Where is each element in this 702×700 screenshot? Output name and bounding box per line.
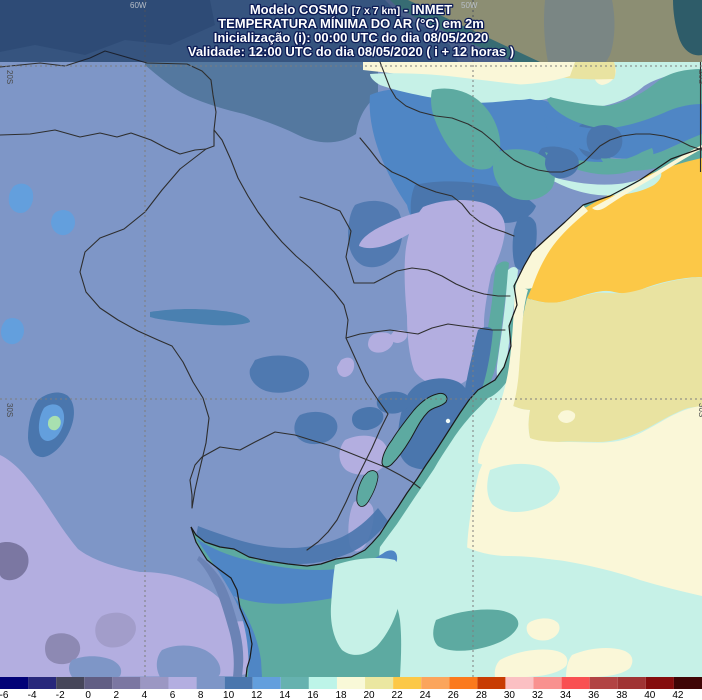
svg-text:42: 42: [672, 690, 684, 700]
svg-text:-6: -6: [0, 690, 9, 700]
svg-text:-2: -2: [56, 690, 65, 700]
svg-text:32: 32: [532, 690, 544, 700]
svg-text:10: 10: [223, 690, 235, 700]
svg-text:2: 2: [114, 690, 120, 700]
svg-text:6: 6: [170, 690, 176, 700]
svg-text:Modelo COSMO [7 x 7 km] - INME: Modelo COSMO [7 x 7 km] - INMET: [250, 2, 452, 17]
svg-text:30: 30: [504, 690, 516, 700]
svg-text:18: 18: [335, 690, 347, 700]
svg-text:22: 22: [392, 690, 404, 700]
svg-text:Validade: 12:00 UTC do dia 08/: Validade: 12:00 UTC do dia 08/05/2020 ( …: [188, 44, 514, 59]
svg-text:4: 4: [142, 690, 148, 700]
svg-text:-4: -4: [28, 690, 37, 700]
svg-text:20S: 20S: [5, 70, 14, 84]
svg-text:30S: 30S: [5, 403, 14, 417]
svg-text:40: 40: [644, 690, 656, 700]
svg-text:Inicialização (i): 00:00 UTC d: Inicialização (i): 00:00 UTC do dia 08/0…: [214, 30, 489, 45]
svg-text:30S: 30S: [697, 403, 702, 417]
svg-text:20: 20: [363, 690, 375, 700]
svg-text:20S: 20S: [697, 70, 702, 84]
svg-text:38: 38: [616, 690, 628, 700]
svg-text:50W: 50W: [461, 1, 478, 10]
svg-text:26: 26: [448, 690, 460, 700]
svg-text:28: 28: [476, 690, 488, 700]
svg-text:16: 16: [307, 690, 319, 700]
svg-text:8: 8: [198, 690, 204, 700]
svg-text:24: 24: [420, 690, 432, 700]
svg-text:34: 34: [560, 690, 572, 700]
svg-text:TEMPERATURA MÍNIMA DO AR (°C): TEMPERATURA MÍNIMA DO AR (°C) em 2m: [218, 16, 484, 31]
svg-text:60W: 60W: [130, 1, 147, 10]
svg-text:14: 14: [279, 690, 291, 700]
svg-text:12: 12: [251, 690, 263, 700]
svg-text:36: 36: [588, 690, 600, 700]
svg-text:0: 0: [85, 690, 91, 700]
